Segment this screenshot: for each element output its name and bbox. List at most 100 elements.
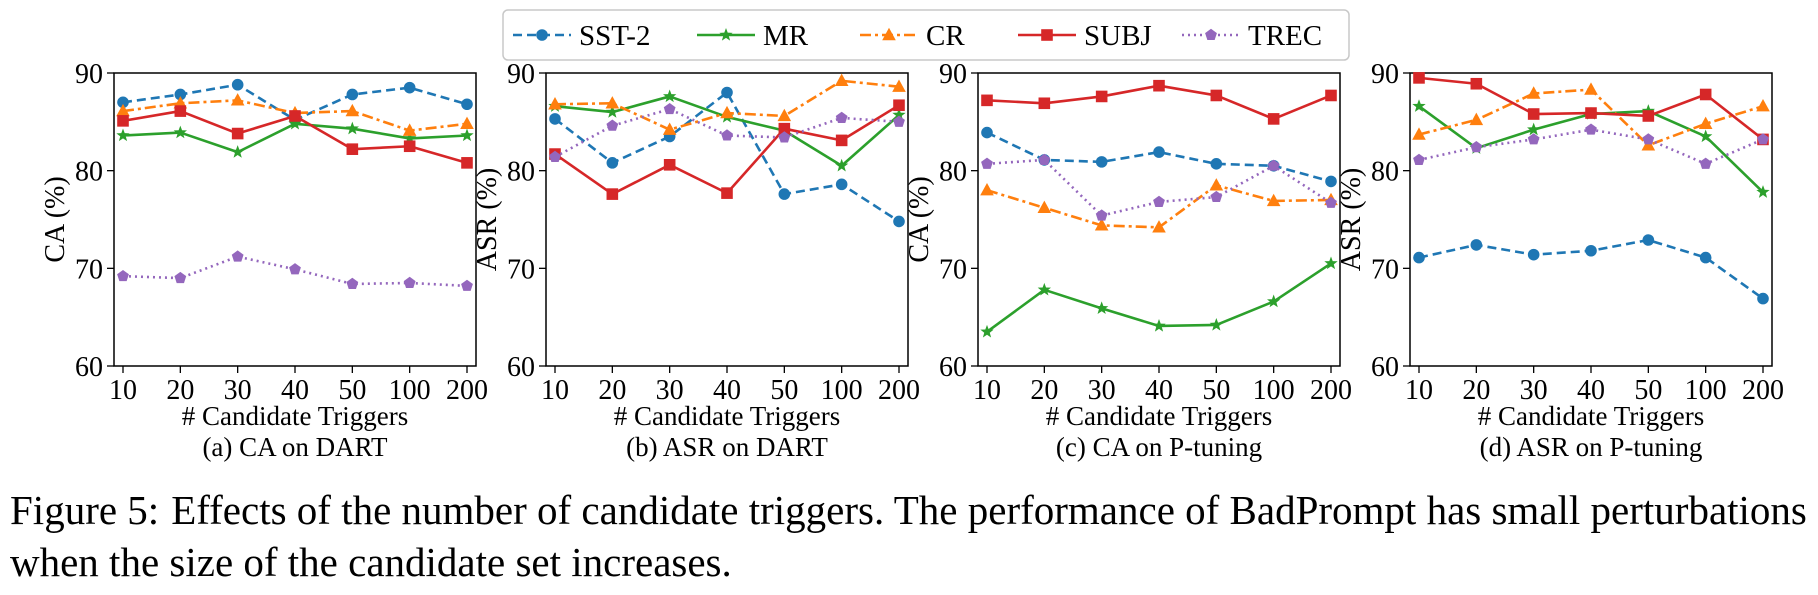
data-point-trec bbox=[1267, 159, 1280, 171]
data-point-trec bbox=[174, 271, 187, 284]
legend-marker-sst-2 bbox=[536, 29, 548, 41]
caption-text: Effects of the number of candidate trigg… bbox=[10, 487, 1807, 585]
data-point-subj bbox=[1527, 108, 1540, 120]
data-point-subj bbox=[893, 99, 905, 112]
data-point-cr bbox=[720, 105, 734, 119]
data-point-sst-2 bbox=[403, 81, 416, 94]
data-point-mr bbox=[1037, 282, 1051, 296]
figure-caption: Figure 5: Effects of the number of candid… bbox=[10, 484, 1810, 588]
legend-entry-subj: SUBJ bbox=[1018, 20, 1152, 52]
data-point-mr bbox=[460, 128, 474, 142]
legend-label-mr: MR bbox=[763, 20, 809, 52]
series-sst-2 bbox=[981, 126, 1337, 188]
chart-panel-c: 60 70 80 90 10 20 30 40 50 100 200 # Candidate Trig… bbox=[904, 59, 1352, 462]
data-point-mr bbox=[1267, 294, 1281, 308]
data-point-cr bbox=[980, 183, 994, 196]
data-point-trec bbox=[835, 111, 848, 123]
data-point-subj bbox=[1210, 89, 1223, 102]
data-point-trec bbox=[1585, 123, 1597, 135]
data-point-subj bbox=[461, 157, 473, 169]
x-tick-label: 50 bbox=[770, 375, 798, 406]
data-point-subj bbox=[1153, 79, 1165, 92]
x-tick-label: 20 bbox=[1462, 375, 1490, 406]
data-point-trec bbox=[346, 277, 359, 289]
data-point-sst-2 bbox=[1527, 248, 1540, 261]
x-tick-label: 20 bbox=[166, 375, 194, 406]
data-point-subj bbox=[1267, 113, 1280, 125]
data-point-mr bbox=[231, 145, 245, 158]
data-point-sst-2 bbox=[1757, 292, 1769, 305]
data-point-cr bbox=[1209, 178, 1224, 191]
series-trec bbox=[981, 153, 1337, 221]
series-trec bbox=[1413, 123, 1769, 169]
data-point-cr bbox=[892, 79, 906, 92]
x-tick-label: 100 bbox=[821, 375, 863, 406]
chart-title: (b) ASR on DART bbox=[626, 432, 828, 462]
data-point-subj bbox=[346, 143, 359, 155]
data-point-mr bbox=[116, 128, 130, 142]
y-tick-label: 80 bbox=[939, 157, 967, 188]
data-point-subj bbox=[1699, 88, 1712, 101]
legend-label-subj: SUBJ bbox=[1084, 20, 1152, 52]
data-point-subj bbox=[663, 159, 676, 171]
data-point-subj bbox=[981, 94, 993, 107]
data-point-cr bbox=[1584, 82, 1598, 95]
legend-entry-sst-2: SST-2 bbox=[513, 20, 650, 52]
data-point-cr bbox=[605, 96, 620, 109]
data-point-sst-2 bbox=[721, 86, 733, 99]
caption-label: Figure 5: bbox=[10, 487, 160, 533]
data-point-subj bbox=[778, 122, 791, 135]
figure-canvas: SST-2 MR CR SUBJ TREC 60 70 80 90 10 20 30 40 50 100 20… bbox=[40, 9, 1784, 462]
y-tick-label: 90 bbox=[75, 59, 103, 90]
x-tick-label: 30 bbox=[656, 375, 684, 406]
x-tick-label: 20 bbox=[1030, 375, 1058, 406]
data-point-mr bbox=[1209, 317, 1223, 331]
x-tick-label: 10 bbox=[973, 375, 1001, 406]
x-tick-label: 10 bbox=[541, 375, 569, 406]
data-point-trec bbox=[1470, 141, 1483, 153]
data-point-sst-2 bbox=[346, 88, 359, 101]
data-point-cr bbox=[1526, 86, 1541, 99]
y-tick-label: 70 bbox=[507, 254, 535, 285]
data-point-sst-2 bbox=[606, 157, 619, 169]
chart-title: (a) CA on DART bbox=[202, 432, 388, 462]
legend-marker-trec bbox=[1205, 28, 1217, 41]
data-point-mr bbox=[173, 125, 187, 139]
x-tick-label: 200 bbox=[1742, 375, 1784, 406]
legend-marker-subj bbox=[1041, 29, 1053, 41]
data-point-mr bbox=[288, 116, 302, 130]
data-point-sst-2 bbox=[835, 178, 848, 191]
data-point-trec bbox=[893, 115, 905, 127]
series-line-mr bbox=[1418, 105, 1764, 194]
legend-label-cr: CR bbox=[926, 20, 965, 52]
x-tick-label: 10 bbox=[109, 375, 137, 406]
data-point-sst-2 bbox=[893, 215, 905, 228]
data-point-mr bbox=[1152, 318, 1166, 332]
data-point-mr bbox=[663, 89, 677, 103]
x-tick-label: 50 bbox=[1634, 375, 1662, 406]
data-point-cr bbox=[230, 93, 245, 106]
data-point-subj bbox=[403, 140, 416, 153]
data-point-mr bbox=[605, 105, 619, 118]
y-tick-label: 70 bbox=[75, 254, 103, 285]
data-point-mr bbox=[1756, 185, 1770, 198]
data-point-subj bbox=[1585, 107, 1597, 119]
series-mr bbox=[116, 116, 474, 158]
data-point-trec bbox=[1413, 153, 1425, 165]
data-point-sst-2 bbox=[1210, 158, 1223, 170]
legend-label-sst-2: SST-2 bbox=[579, 20, 650, 52]
data-point-trec bbox=[721, 129, 733, 141]
x-tick-label: 100 bbox=[1685, 375, 1727, 406]
x-tick-label: 40 bbox=[1577, 375, 1605, 406]
legend-label-trec: TREC bbox=[1248, 20, 1322, 52]
data-point-mr bbox=[1699, 129, 1713, 143]
data-point-sst-2 bbox=[1585, 244, 1597, 257]
data-point-subj bbox=[117, 115, 129, 127]
data-point-mr bbox=[345, 121, 359, 135]
data-point-trec bbox=[1325, 196, 1337, 208]
data-point-cr bbox=[777, 108, 792, 122]
data-point-mr bbox=[1412, 99, 1426, 112]
data-point-trec bbox=[1757, 133, 1769, 145]
x-tick-label: 10 bbox=[1405, 375, 1433, 406]
data-point-subj bbox=[835, 134, 848, 147]
